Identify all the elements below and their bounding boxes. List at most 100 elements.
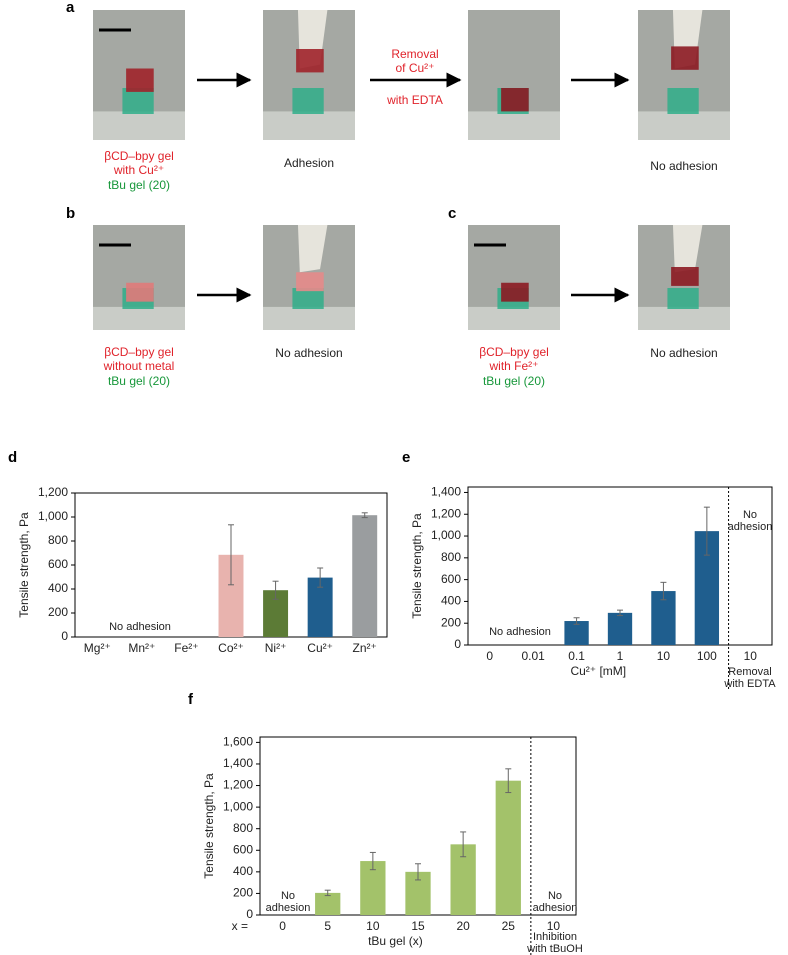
- photo-bench: [263, 111, 355, 140]
- y-axis-label: Tensile strength, Pa: [410, 513, 424, 619]
- x-tick-label: 0.01: [521, 649, 545, 663]
- panel-label: f: [188, 691, 194, 708]
- x-tick-label: Ni²⁺: [265, 641, 287, 655]
- caption: Adhesion: [284, 156, 334, 170]
- photo-bench: [93, 111, 185, 140]
- x-tick-label: 100: [697, 649, 717, 663]
- x-tick-label: Co²⁺: [218, 641, 244, 655]
- caption: No adhesion: [650, 346, 717, 360]
- x-tick-label: Fe²⁺: [174, 641, 198, 655]
- red-gel: [126, 282, 154, 302]
- red-gel: [501, 88, 529, 112]
- red-gel: [296, 49, 324, 73]
- photo-bench: [638, 111, 730, 140]
- x-tick-label: 15: [411, 919, 425, 933]
- caption: with Cu²⁺: [113, 163, 164, 177]
- annotation: No: [743, 509, 757, 521]
- chart: f02004006008001,0001,2001,4001,600Tensil…: [188, 691, 583, 955]
- red-gel: [671, 46, 699, 70]
- red-gel: [296, 272, 324, 292]
- spatula: [672, 225, 703, 273]
- annotation: adhesion: [728, 521, 773, 533]
- photo-bench: [468, 111, 560, 140]
- green-gel: [292, 288, 324, 309]
- x-tick-label: 0: [486, 649, 493, 663]
- photo-bench: [468, 306, 560, 330]
- red-gel: [671, 267, 699, 286]
- y-tick-label: 1,200: [38, 485, 68, 499]
- y-tick-label: 600: [233, 842, 253, 856]
- x-axis-label: tBu gel (x): [368, 934, 423, 948]
- x-tick-label: Mg²⁺: [84, 641, 111, 655]
- x-tick-label: Mn²⁺: [128, 641, 155, 655]
- y-tick-label: 800: [441, 550, 461, 564]
- caption: tBu gel (20): [108, 374, 170, 388]
- y-tick-label: 1,200: [431, 506, 461, 520]
- x-tick-label: 20: [456, 919, 470, 933]
- caption: tBu gel (20): [483, 374, 545, 388]
- y-tick-label: 200: [48, 605, 68, 619]
- x-tick-label: 0.1: [568, 649, 585, 663]
- x-tick-label: Cu²⁺: [307, 641, 333, 655]
- annotation: No: [548, 890, 562, 902]
- caption: tBu gel (20): [108, 178, 170, 192]
- y-tick-label: 400: [48, 581, 68, 595]
- bar: [495, 780, 521, 915]
- y-tick-label: 1,200: [223, 778, 253, 792]
- bar: [564, 621, 589, 645]
- photo-panels: [93, 10, 730, 330]
- caption: with Fe²⁺: [488, 359, 538, 373]
- y-tick-label: 0: [61, 629, 68, 643]
- y-tick-label: 200: [441, 615, 461, 629]
- x-tick-label: 5: [324, 919, 331, 933]
- y-axis-label: Tensile strength, Pa: [202, 773, 216, 879]
- green-gel: [292, 88, 324, 114]
- y-tick-label: 1,400: [223, 756, 253, 770]
- green-gel: [122, 88, 154, 114]
- spatula: [297, 225, 328, 273]
- y-tick-label: 0: [246, 907, 253, 921]
- caption: No adhesion: [650, 159, 717, 173]
- annotation: adhesion: [533, 902, 578, 914]
- annotation: with EDTA: [723, 678, 776, 690]
- y-tick-label: 200: [233, 886, 253, 900]
- photo-bench: [93, 306, 185, 330]
- annotation: No adhesion: [489, 626, 551, 638]
- annotation: Inhibition: [533, 931, 577, 943]
- y-tick-label: 1,600: [223, 735, 253, 749]
- x-tick-label: 0: [279, 919, 286, 933]
- caption: βCD–bpy gel: [104, 149, 174, 163]
- y-tick-label: 800: [48, 533, 68, 547]
- x-tick-label: Zn²⁺: [353, 641, 377, 655]
- panel-label: b: [66, 205, 75, 222]
- bar: [315, 892, 341, 915]
- green-gel: [667, 288, 699, 309]
- y-tick-label: 1,000: [223, 799, 253, 813]
- y-tick-label: 400: [233, 864, 253, 878]
- x-prefix: x =: [232, 919, 248, 933]
- y-tick-label: 800: [233, 821, 253, 835]
- x-tick-label: 10: [657, 649, 671, 663]
- x-tick-label: 10: [366, 919, 380, 933]
- photo-bench: [263, 306, 355, 330]
- caption: βCD–bpy gel: [104, 345, 174, 359]
- red-gel: [126, 68, 154, 92]
- y-tick-label: 400: [441, 594, 461, 608]
- x-axis-label: Cu²⁺ [mM]: [570, 664, 626, 678]
- panel-label: d: [8, 449, 17, 466]
- y-tick-label: 1,000: [431, 528, 461, 542]
- annotation: No adhesion: [109, 621, 171, 633]
- caption: βCD–bpy gel: [479, 345, 549, 359]
- red-gel: [501, 282, 529, 302]
- photo-bench: [638, 306, 730, 330]
- chart: e 0 200 400 600 800 1,000 1,200 1,400 Tensile str…: [402, 449, 776, 690]
- y-tick-label: 1,400: [431, 485, 461, 499]
- caption: of Cu²⁺: [395, 61, 434, 75]
- y-tick-label: 600: [48, 557, 68, 571]
- green-gel: [667, 88, 699, 114]
- x-tick-label: 1: [617, 649, 624, 663]
- annotation: No: [281, 890, 295, 902]
- annotation: adhesion: [266, 902, 311, 914]
- panel-label: e: [402, 449, 410, 466]
